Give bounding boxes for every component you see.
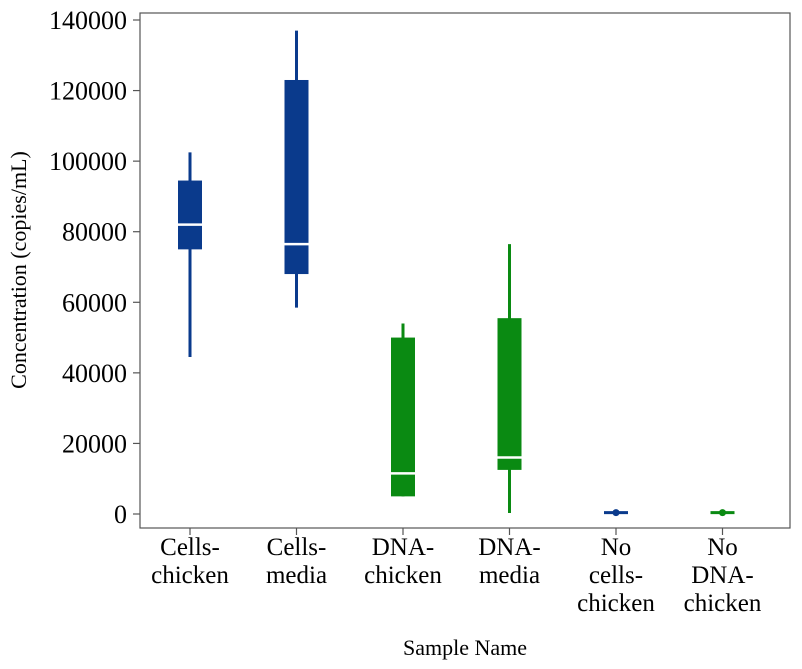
box-2 (391, 323, 415, 497)
x-tick-label: chicken (684, 590, 762, 617)
x-tick-label: DNA- (691, 562, 754, 589)
y-axis-title: Concentration (copies/mL) (6, 151, 31, 389)
x-tick-label: Cells- (160, 534, 220, 561)
box-0 (178, 152, 202, 357)
x-axis-title: Sample Name (403, 635, 527, 660)
plot-frame (139, 12, 791, 529)
box-3 (497, 244, 522, 513)
y-tick-label: 60000 (62, 288, 127, 317)
x-tick-label: cells- (589, 562, 643, 589)
y-tick-label: 120000 (49, 77, 127, 106)
box (497, 318, 522, 470)
x-tick-label: Cells- (267, 534, 327, 561)
box-1 (284, 30, 309, 308)
y-tick-label: 140000 (49, 6, 127, 35)
x-tick-label: chicken (364, 562, 442, 589)
y-tick-label: 0 (114, 500, 127, 529)
x-tick-label: DNA- (372, 534, 435, 561)
x-tick-label: No (601, 534, 632, 561)
y-tick-label: 100000 (49, 147, 127, 176)
x-tick-label: No (707, 534, 738, 561)
box (391, 337, 415, 497)
boxes (178, 30, 735, 517)
x-tick-label: chicken (151, 562, 229, 589)
y-axis: 0 20000 40000 60000 80000 100000 120000 140000 (49, 6, 140, 529)
x-tick-label: media (266, 562, 327, 589)
x-tick-label: DNA- (478, 534, 541, 561)
median-point (612, 509, 620, 517)
x-tick-label: media (479, 562, 540, 589)
box-4 (604, 509, 628, 517)
y-tick-label: 40000 (62, 359, 127, 388)
box-5 (710, 509, 735, 517)
y-tick-label: 20000 (62, 429, 127, 458)
x-axis: Cells-chickenCells-mediaDNA-chickenDNA-m… (151, 528, 762, 617)
median-point (719, 509, 726, 517)
box (178, 180, 202, 250)
box (284, 79, 309, 275)
y-tick-label: 80000 (62, 218, 127, 247)
x-tick-label: chicken (577, 590, 655, 617)
